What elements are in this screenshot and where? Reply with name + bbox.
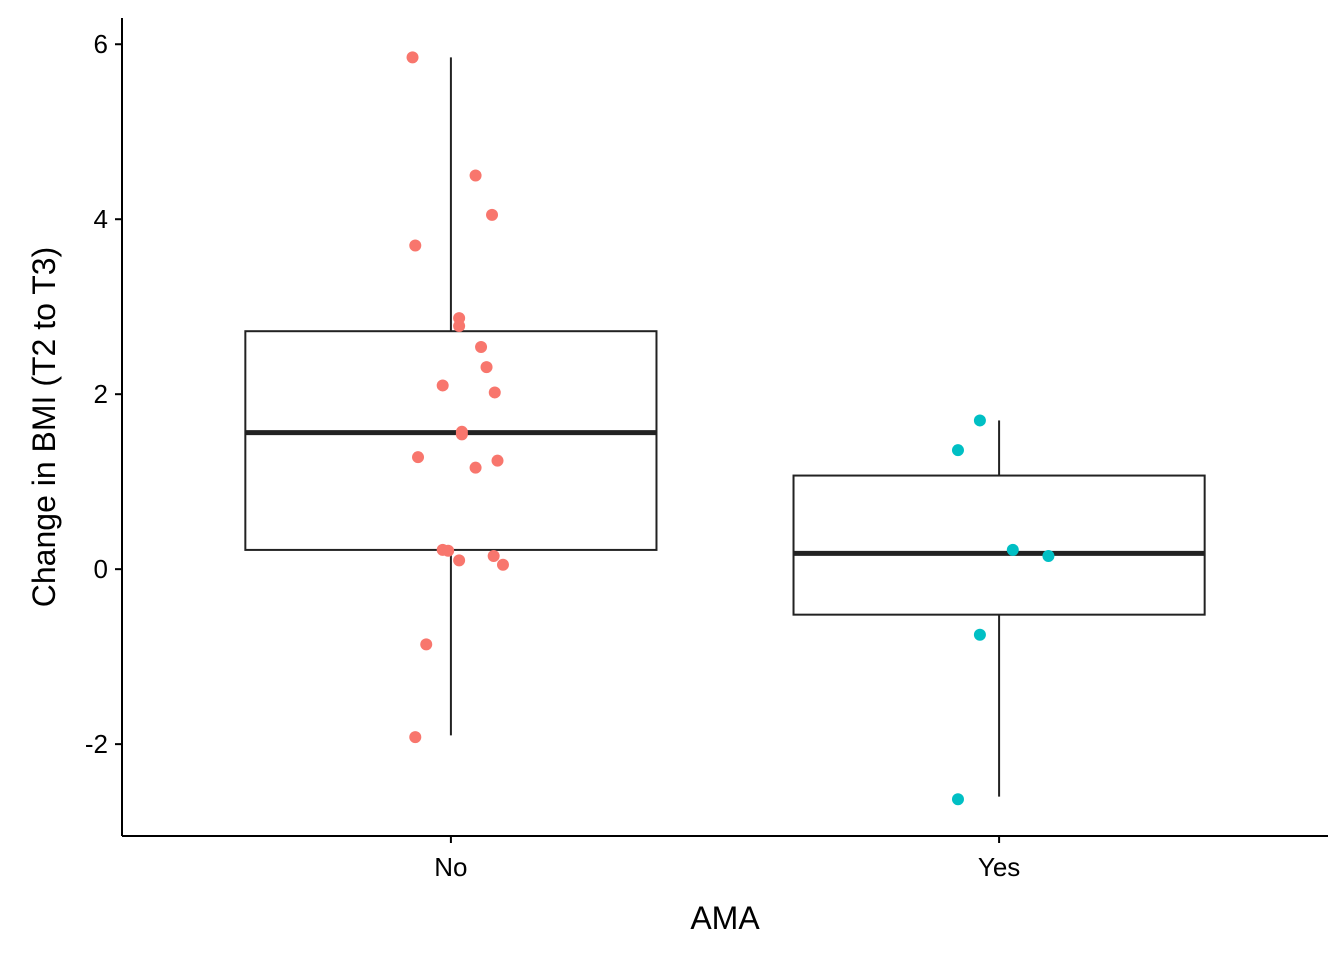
data-point-yes — [973, 414, 986, 427]
box-yes — [792, 474, 1206, 616]
data-point-no — [436, 379, 449, 392]
data-point-no — [469, 461, 482, 474]
data-point-no — [453, 319, 466, 332]
x-tick-label-no: No — [434, 852, 467, 882]
data-point-no — [412, 451, 425, 464]
y-tick-label: -2 — [85, 729, 108, 759]
data-point-no — [442, 544, 455, 557]
data-point-no — [475, 340, 488, 353]
data-point-no — [488, 386, 501, 399]
plot-marks — [244, 51, 1206, 806]
data-point-no — [406, 51, 419, 64]
data-point-no — [453, 554, 466, 567]
data-point-no — [420, 638, 433, 651]
x-axis-title: AMA — [690, 900, 760, 936]
y-tick-label: 0 — [94, 554, 108, 584]
data-point-no — [496, 558, 509, 571]
y-tick-label: 2 — [94, 379, 108, 409]
y-tick-label: 6 — [94, 29, 108, 59]
data-point-no — [469, 169, 482, 182]
data-point-yes — [951, 444, 964, 457]
x-tick-label-yes: Yes — [978, 852, 1020, 882]
data-point-no — [486, 208, 499, 221]
data-point-yes — [951, 793, 964, 806]
data-point-no — [455, 428, 468, 441]
data-point-yes — [1042, 550, 1055, 563]
y-axis-ticks: -2 0 2 4 6 — [85, 29, 122, 759]
y-tick-label: 4 — [94, 204, 108, 234]
data-point-no — [491, 454, 504, 467]
data-point-no — [409, 731, 422, 744]
x-axis-ticks: No Yes — [434, 836, 1020, 882]
y-axis-title: Change in BMI (T2 to T3) — [26, 247, 62, 607]
data-point-yes — [1006, 543, 1019, 556]
data-point-yes — [973, 628, 986, 641]
data-point-no — [480, 361, 493, 374]
box-no — [244, 330, 658, 551]
data-point-no — [487, 550, 500, 563]
data-point-no — [409, 239, 422, 252]
